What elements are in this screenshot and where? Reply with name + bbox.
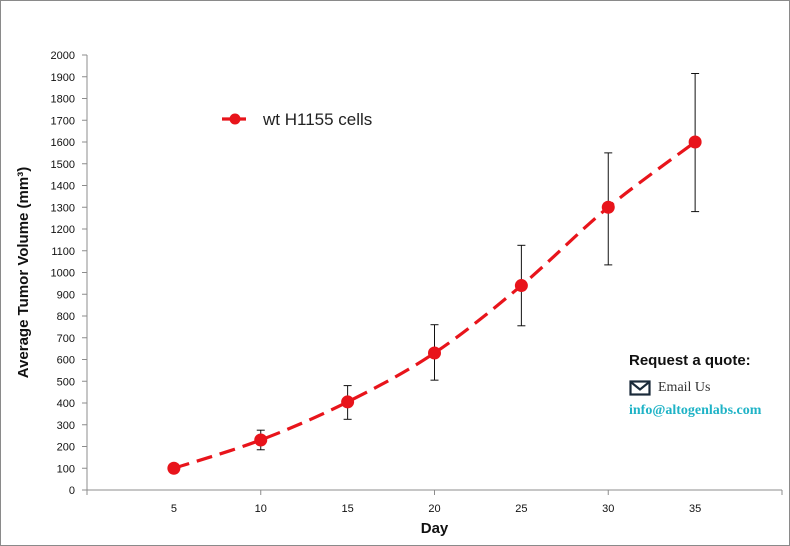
x-tick-label: 20 xyxy=(428,503,440,515)
y-tick-label: 700 xyxy=(57,333,75,345)
data-point xyxy=(688,135,702,149)
legend-label: wt H1155 cells xyxy=(262,110,372,129)
y-tick-label: 1700 xyxy=(51,115,75,127)
legend: wt H1155 cells xyxy=(222,110,372,129)
y-tick-label: 500 xyxy=(57,376,75,388)
y-tick-label: 400 xyxy=(57,398,75,410)
x-axis-title: Day xyxy=(421,520,449,537)
x-tick-label: 5 xyxy=(171,503,177,515)
x-tick-label: 30 xyxy=(602,503,614,515)
envelope-icon xyxy=(629,380,651,396)
y-tick-label: 0 xyxy=(69,485,75,497)
data-point xyxy=(514,279,528,293)
y-tick-label: 800 xyxy=(57,311,75,323)
y-tick-label: 600 xyxy=(57,355,75,367)
y-tick-label: 1900 xyxy=(51,72,75,84)
data-point xyxy=(341,395,355,409)
y-tick-label: 300 xyxy=(57,420,75,432)
data-points xyxy=(167,135,702,475)
y-tick-label: 1000 xyxy=(51,268,75,280)
x-tick-label: 25 xyxy=(515,503,527,515)
x-tick-label: 10 xyxy=(255,503,267,515)
legend-marker xyxy=(229,113,241,125)
series-line xyxy=(173,140,697,470)
email-address-link[interactable]: info@altogenlabs.com xyxy=(629,403,762,418)
tick-labels: 0 100 200 300 400 500 600 700 800 900 1000 1100 1200… xyxy=(51,50,702,515)
data-point xyxy=(428,346,441,360)
y-tick-label: 1100 xyxy=(51,246,75,258)
data-point xyxy=(167,461,181,475)
y-tick-label: 2000 xyxy=(51,50,75,62)
x-tick-label: 35 xyxy=(689,503,701,515)
y-tick-label: 200 xyxy=(57,442,75,454)
request-quote-panel: Request a quote: Email Us info@altogenla… xyxy=(629,352,789,419)
request-quote-title: Request a quote: xyxy=(629,352,751,369)
y-tick-label: 900 xyxy=(57,289,75,301)
x-tick-label: 15 xyxy=(342,503,354,515)
series xyxy=(173,140,697,470)
y-tick-label: 1300 xyxy=(51,202,75,214)
y-tick-label: 1400 xyxy=(51,181,75,193)
y-tick-label: 1600 xyxy=(51,137,75,149)
error-bars xyxy=(169,72,700,472)
data-point xyxy=(601,200,615,214)
email-us-label: Email Us xyxy=(658,380,711,395)
y-tick-label: 100 xyxy=(57,463,75,475)
email-us-link[interactable]: Email Us xyxy=(629,379,789,397)
y-axis-title: Average Tumor Volume (mm³) xyxy=(15,167,32,378)
y-tick-label: 1800 xyxy=(51,94,75,106)
axes xyxy=(82,54,783,495)
y-tick-label: 1200 xyxy=(51,224,75,236)
y-tick-label: 1500 xyxy=(51,159,75,171)
data-point xyxy=(254,433,268,447)
